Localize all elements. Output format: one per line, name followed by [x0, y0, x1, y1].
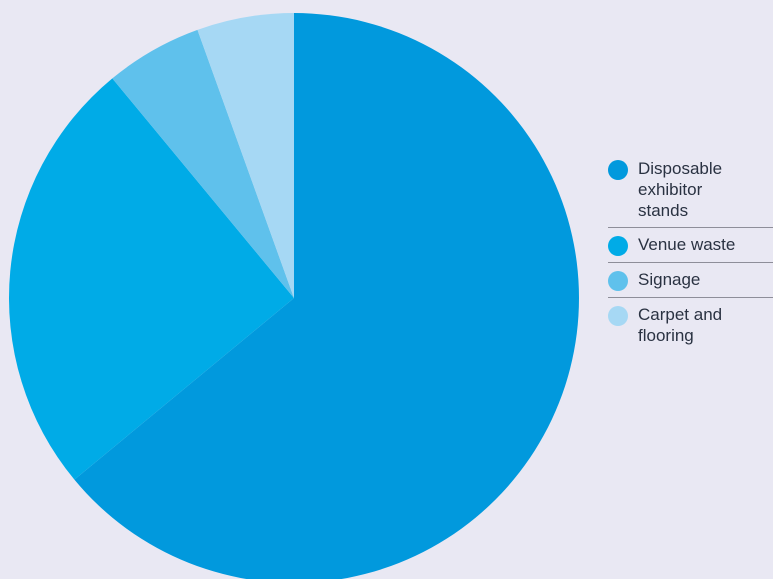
- legend-swatch: [608, 271, 628, 291]
- pie-slice-carpet-and-flooring: [197, 13, 294, 298]
- legend-item-signage: Signage: [608, 263, 773, 298]
- legend-item-carpet-and-flooring: Carpet and flooring: [608, 298, 773, 352]
- legend-swatch: [608, 160, 628, 180]
- legend-swatch: [608, 306, 628, 326]
- legend-swatch: [608, 236, 628, 256]
- legend-label: Disposable exhibitor stands: [638, 159, 723, 220]
- legend-item-venue-waste: Venue waste: [608, 228, 773, 263]
- pie-slice-venue-waste: [8, 78, 295, 480]
- legend-item-disposable-exhibitor-stands: Disposable exhibitor stands: [608, 152, 773, 228]
- legend-label: Signage: [638, 270, 701, 289]
- legend-label: Venue waste: [638, 235, 736, 254]
- legend: Disposable exhibitor stands Venue waste …: [608, 152, 773, 352]
- legend-label: Carpet and flooring: [638, 305, 723, 345]
- pie-slice-disposable-exhibitor-stands: [74, 13, 579, 579]
- pie-slice-signage: [112, 29, 294, 298]
